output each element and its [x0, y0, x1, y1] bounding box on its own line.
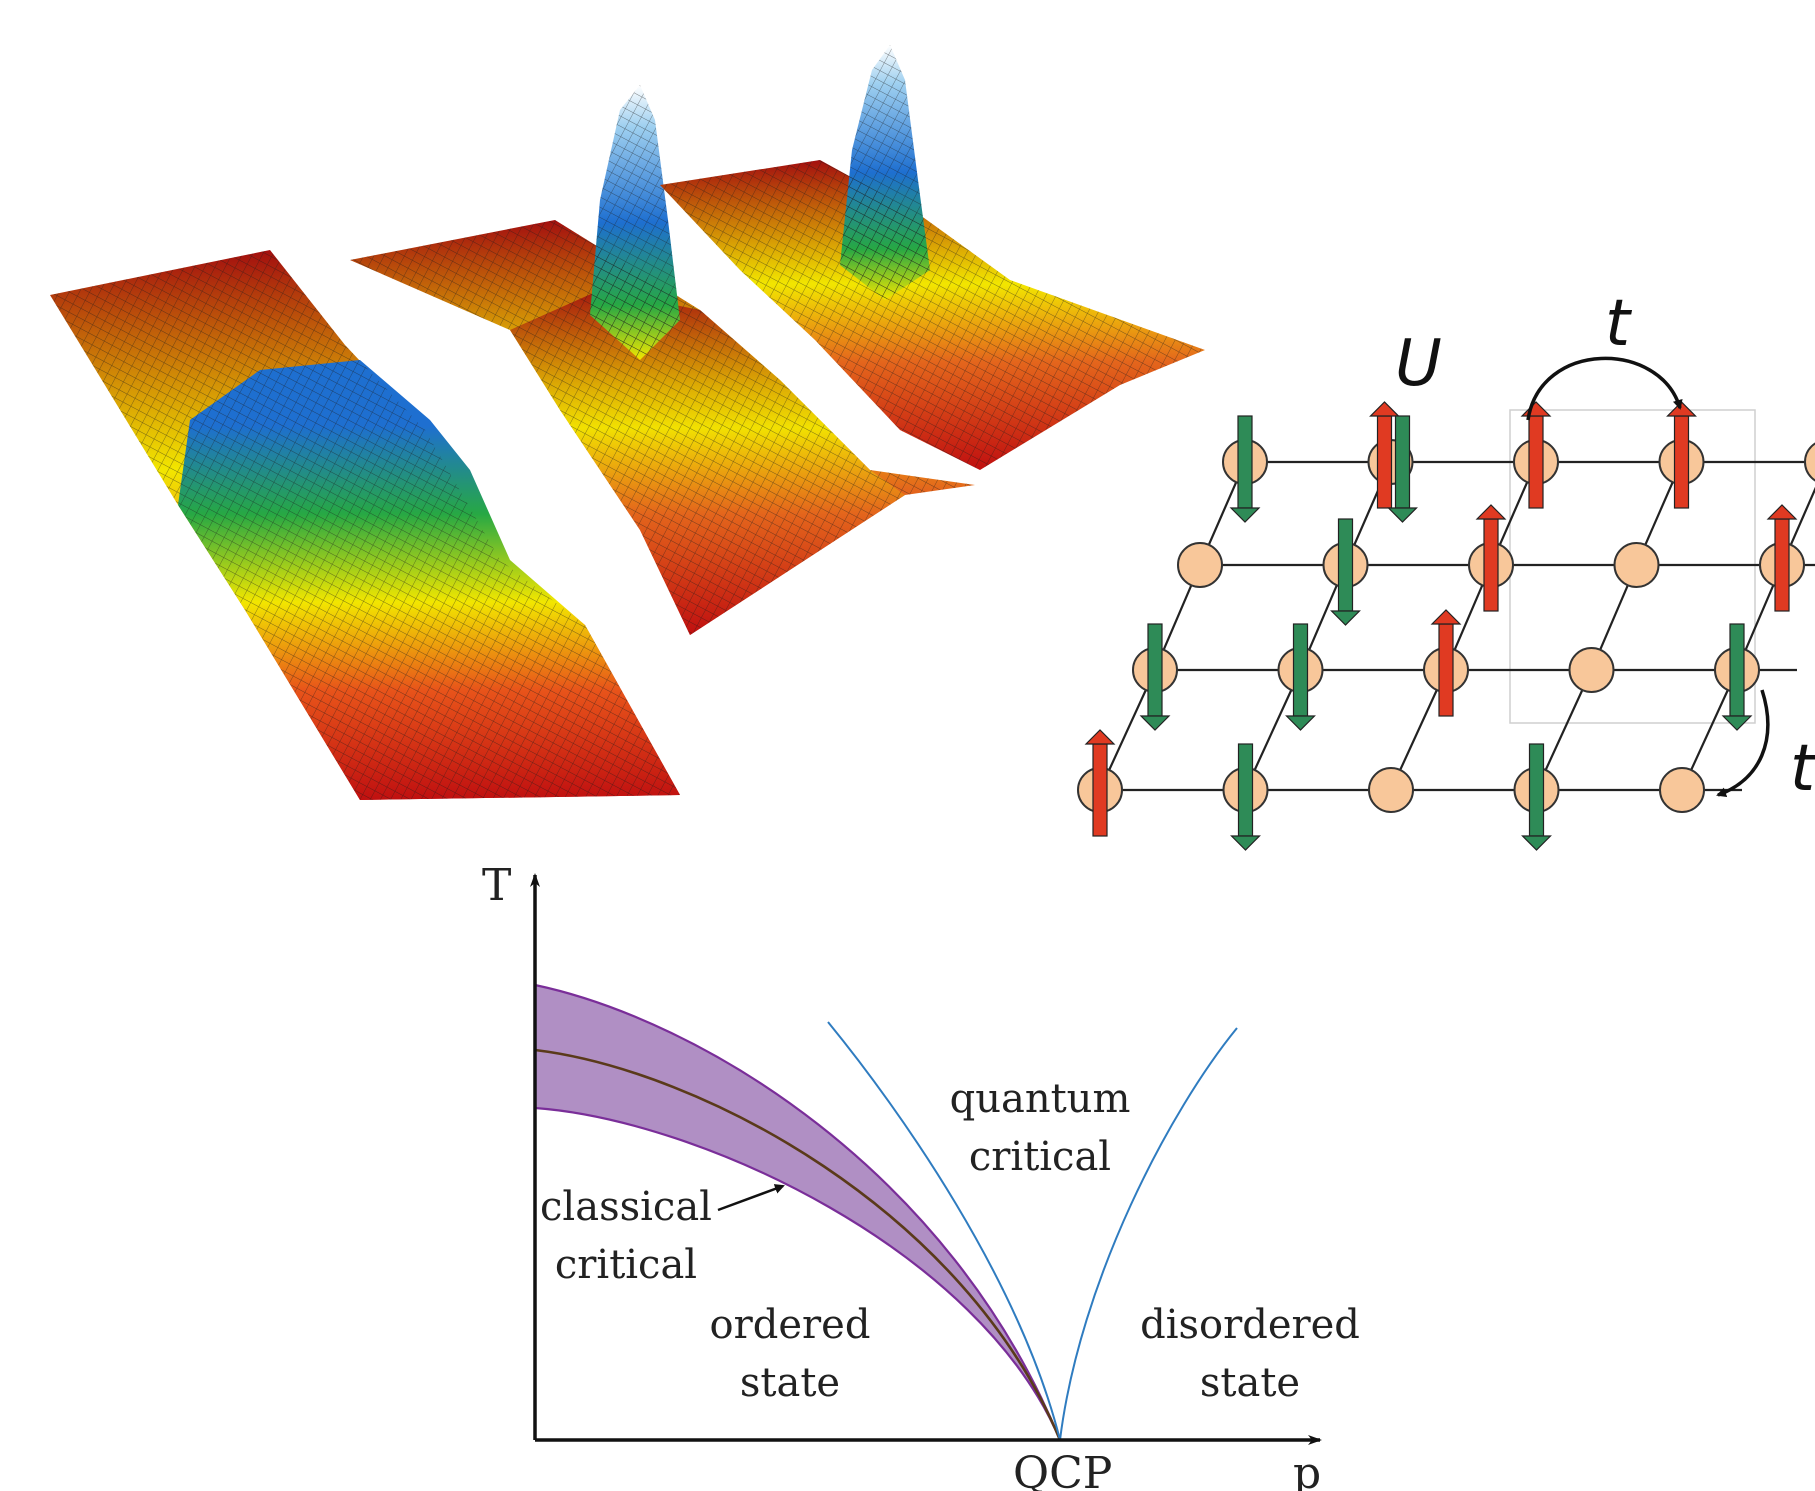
lattice-site — [1659, 767, 1705, 813]
hopping-arrow-right — [1716, 689, 1770, 798]
quantum-critical-label-1: quantum — [950, 1076, 1131, 1122]
surface-plot-2 — [350, 85, 975, 635]
spin-up-arrow — [1369, 401, 1400, 509]
spin-down-arrow — [1230, 743, 1261, 851]
crossover-left — [827, 1021, 1061, 1441]
spin-down-arrow — [1330, 518, 1361, 626]
spin-down-arrow — [1521, 743, 1552, 851]
surface-plot-1 — [50, 250, 680, 800]
x-axis-label: p — [1293, 1448, 1321, 1491]
spin-down-arrow — [1139, 623, 1171, 731]
spin-down-arrow — [1285, 623, 1316, 731]
lattice-site — [1568, 647, 1615, 693]
lattice-site — [1177, 542, 1223, 588]
ordered-state-label-1: ordered — [710, 1302, 871, 1348]
classical-critical-band — [535, 985, 1060, 1440]
interaction-label: U — [1395, 327, 1442, 401]
phase-diagram: T p QCP quantum critical classical criti… — [482, 860, 1360, 1491]
spin-down-arrow — [1387, 415, 1418, 523]
classical-critical-label-2: critical — [555, 1242, 697, 1288]
transition-line — [534, 1048, 1062, 1441]
spin-down-arrow — [1721, 623, 1753, 731]
surface-plot-3 — [660, 45, 1205, 470]
crossover-right — [1059, 1027, 1238, 1441]
hopping-label: t — [1605, 287, 1633, 361]
hubbard-lattice: U t t — [1077, 287, 1815, 851]
spin-up-arrow — [1084, 729, 1116, 837]
lattice-site — [1368, 767, 1414, 813]
spin-down-arrow — [1229, 415, 1261, 523]
lattice-site — [1804, 442, 1815, 482]
disordered-state-label-2: state — [1200, 1360, 1300, 1406]
quantum-critical-label-2: critical — [969, 1134, 1111, 1180]
lattice-spins — [1084, 401, 1798, 851]
disordered-state-label-1: disordered — [1140, 1302, 1360, 1348]
band-upper-edge — [534, 983, 1062, 1441]
hopping-label-2: t — [1790, 732, 1815, 806]
hopping-arrow-top — [1526, 356, 1683, 421]
lattice-bonds — [1099, 460, 1815, 792]
y-axis-label: T — [482, 860, 511, 911]
lattice-site — [1613, 542, 1660, 588]
classical-critical-label-1: classical — [540, 1184, 712, 1230]
surface-plots — [50, 45, 1205, 800]
spin-up-arrow — [1475, 504, 1507, 612]
band-lower-edge — [534, 1106, 1062, 1441]
ordered-state-label-2: state — [740, 1360, 840, 1406]
spin-up-arrow — [1766, 504, 1798, 612]
spin-up-arrow — [1430, 609, 1462, 717]
qcp-label: QCP — [1013, 1448, 1112, 1491]
classical-pointer-arrow — [717, 1184, 785, 1212]
